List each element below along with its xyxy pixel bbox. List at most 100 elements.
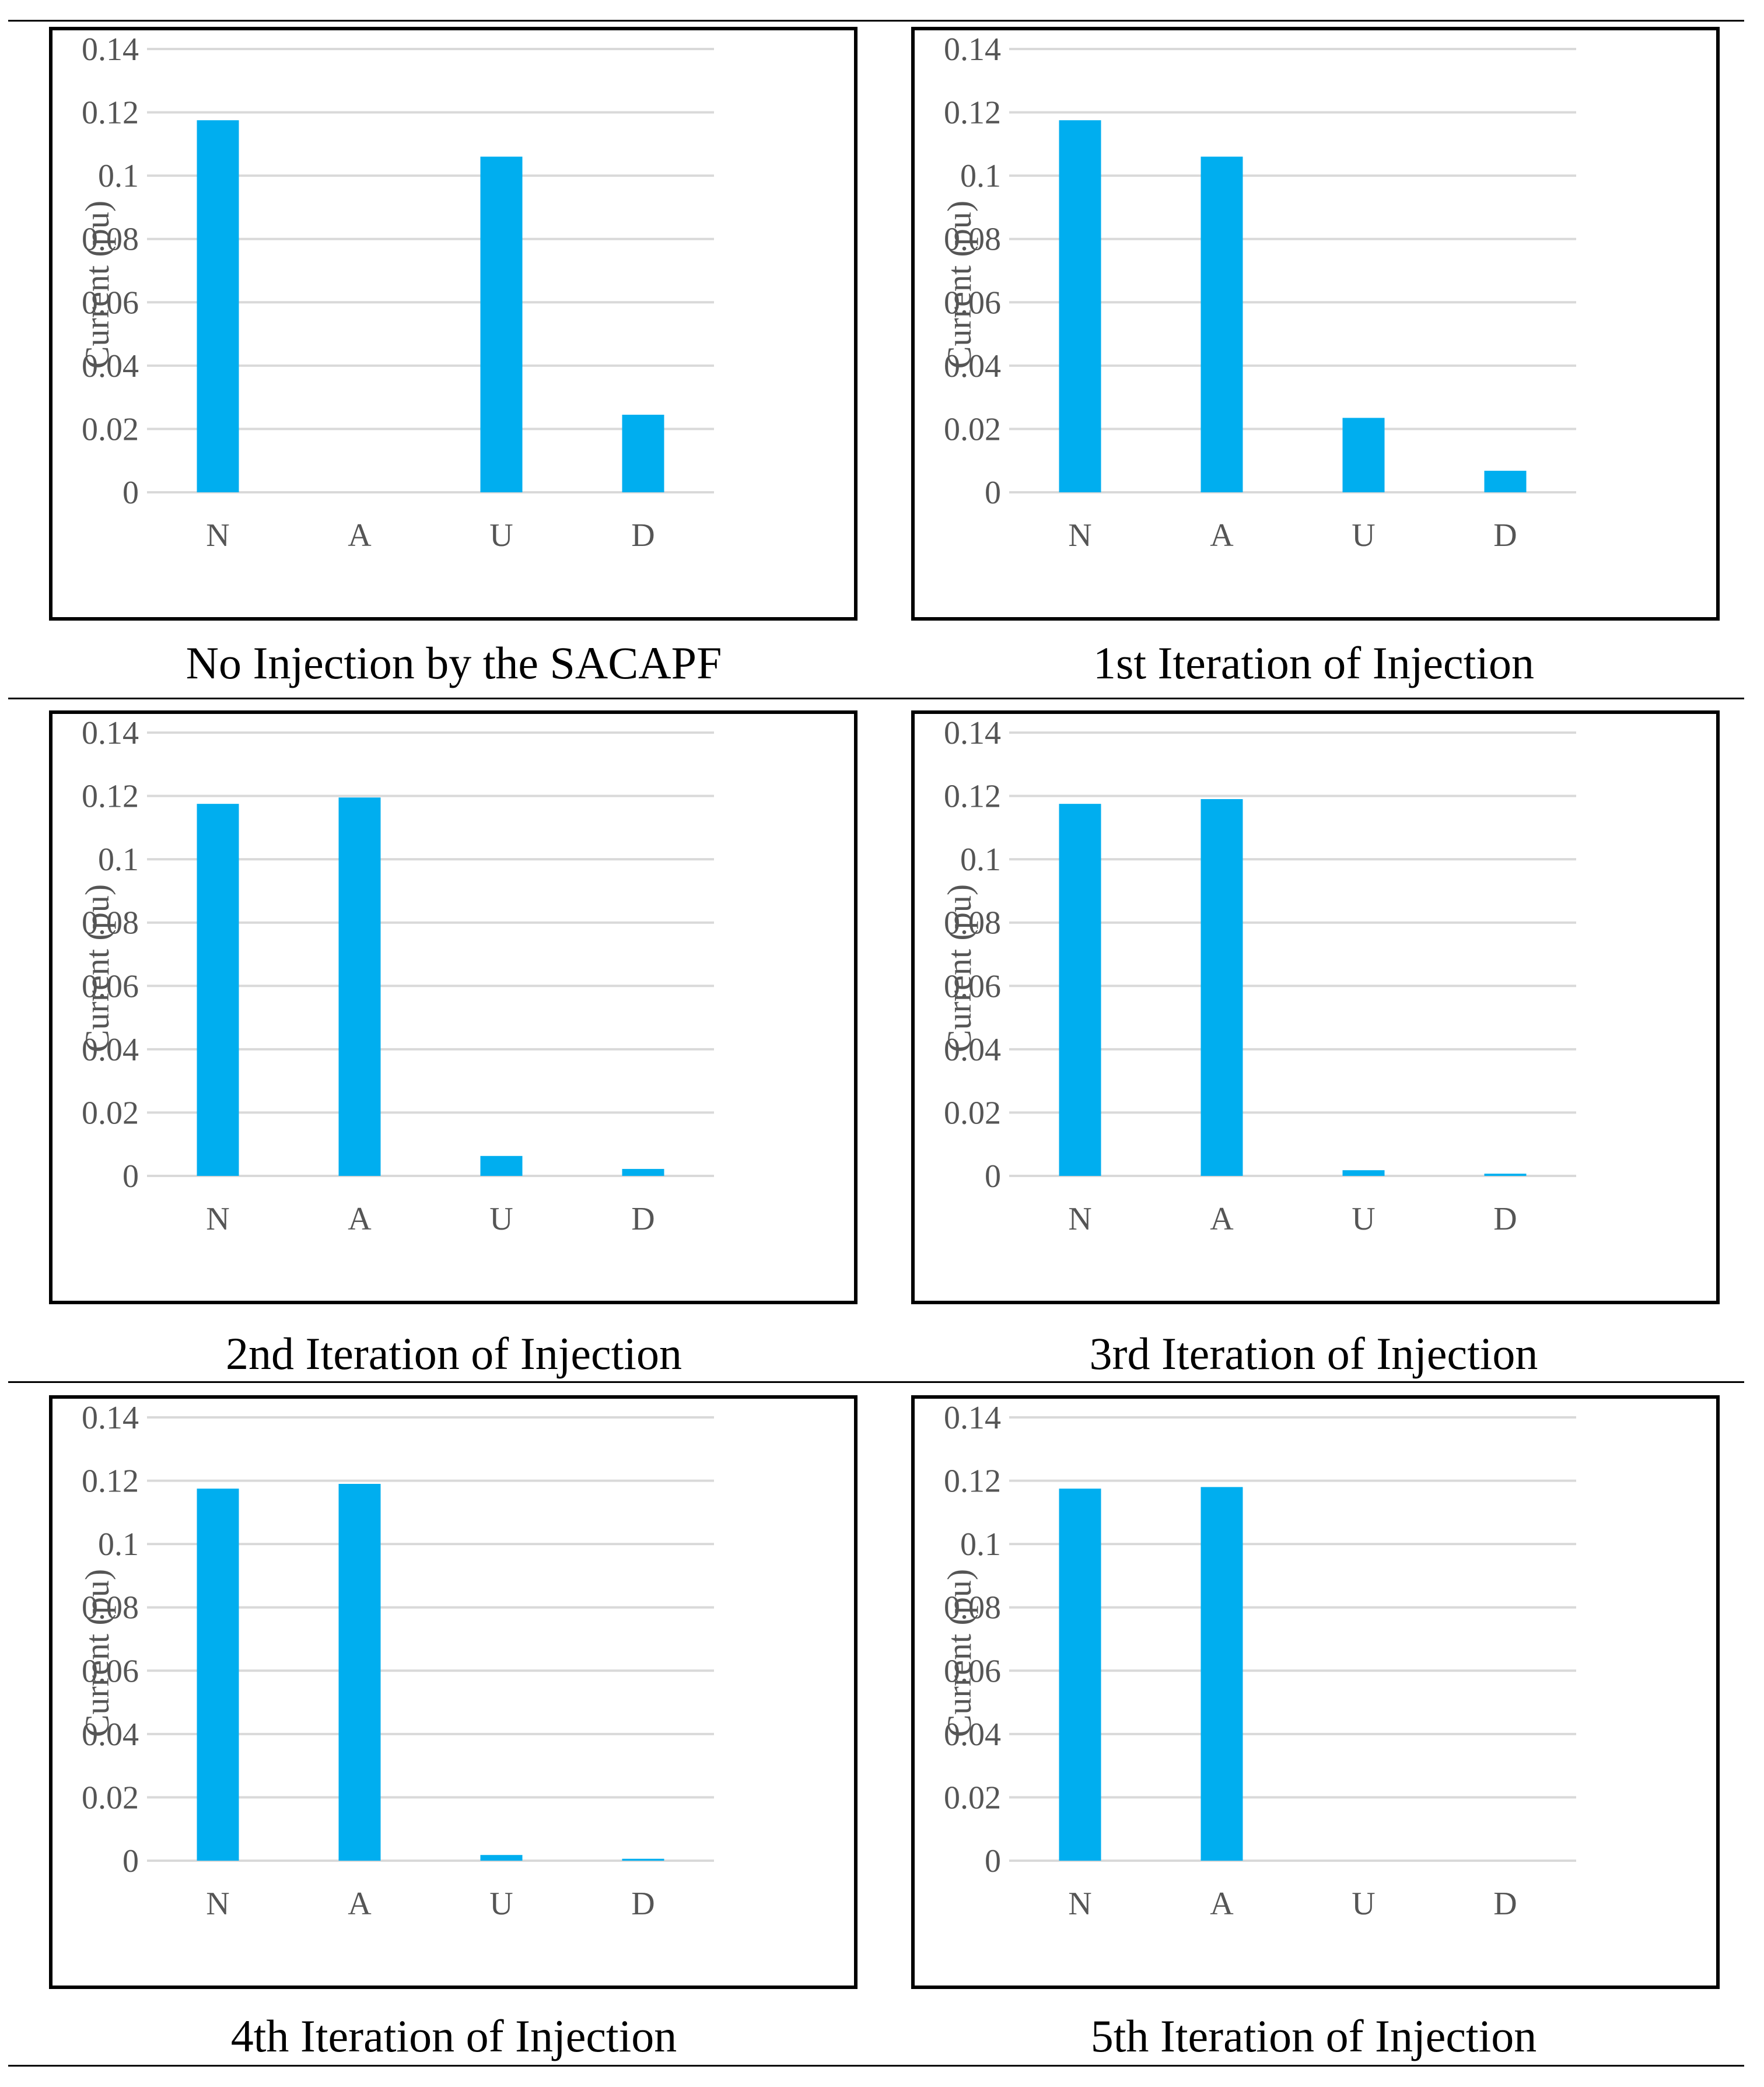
y-tick-label: 0.1 — [98, 158, 139, 194]
y-tick-label: 0.08 — [944, 905, 1001, 941]
y-tick-label: 0.14 — [82, 31, 139, 68]
bar-n — [1059, 120, 1101, 493]
y-axis-title: Current (pu) — [940, 884, 978, 1052]
y-tick-label: 0.04 — [944, 1032, 1001, 1068]
y-tick-label: 0.12 — [944, 779, 1001, 815]
y-tick-label: 0.14 — [82, 715, 139, 751]
bar-chart-iteration-1: 0 0.02 0.04 0.06 0.08 0.1 0.12 0.14 N A U D Current … — [940, 31, 1576, 554]
y-tick-label: 0.06 — [944, 968, 1001, 1004]
y-axis-title: Current (pu) — [940, 201, 978, 369]
x-tick-label: U — [1352, 1201, 1375, 1237]
y-axis-title: Current (pu) — [940, 1569, 978, 1737]
bar-n — [1059, 804, 1101, 1176]
bar-a — [1200, 1487, 1243, 1861]
caption-no-injection: No Injection by the SACAPF — [186, 638, 722, 688]
y-tick-label: 0.08 — [82, 222, 139, 258]
y-tick-label: 0.1 — [960, 158, 1001, 194]
y-tick-label: 0 — [985, 1843, 1001, 1879]
y-axis-title: Current (pu) — [78, 201, 116, 369]
x-tick-label: U — [489, 1201, 513, 1237]
y-tick-label: 0.06 — [944, 1653, 1001, 1689]
y-tick-label: 0.1 — [98, 1526, 139, 1563]
x-tick-label: A — [1210, 1886, 1234, 1922]
y-tick-label: 0.06 — [82, 285, 139, 321]
y-tick-label: 0.12 — [82, 779, 139, 815]
bar-chart-iteration-5: 0 0.02 0.04 0.06 0.08 0.1 0.12 0.14 N A U D Current … — [940, 1400, 1576, 1922]
y-tick-label: 0 — [985, 475, 1001, 511]
x-tick-label: N — [206, 517, 229, 554]
y-tick-label: 0.06 — [82, 1653, 139, 1689]
x-tick-label: A — [348, 517, 372, 554]
y-tick-label: 0.02 — [82, 1095, 139, 1131]
y-tick-label: 0.04 — [82, 1717, 139, 1753]
y-tick-label: 0 — [123, 1158, 139, 1195]
y-axis-title: Current (pu) — [78, 884, 116, 1052]
bar-n — [1059, 1489, 1101, 1861]
y-tick-label: 0.12 — [82, 95, 139, 131]
y-tick-label: 0.1 — [98, 842, 139, 878]
y-tick-label: 0.12 — [82, 1463, 139, 1500]
x-tick-label: N — [206, 1886, 229, 1922]
chart-panel-no-injection: 0 0.02 0.04 0.06 0.08 0.1 0.12 0.14 N A U D Current … — [49, 27, 858, 621]
y-tick-label: 0.12 — [944, 1463, 1001, 1500]
bar-d — [1484, 471, 1527, 492]
y-tick-label: 0.08 — [944, 222, 1001, 258]
x-tick-label: A — [1210, 1201, 1234, 1237]
y-tick-label: 0.02 — [944, 1095, 1001, 1131]
row-rule-1 — [8, 698, 1744, 699]
x-tick-label: D — [631, 1201, 654, 1237]
y-tick-label: 0.02 — [82, 411, 139, 447]
bar-a — [338, 797, 381, 1176]
x-tick-label: N — [1068, 1201, 1091, 1237]
bar-a — [1200, 156, 1243, 492]
bar-d — [622, 415, 664, 492]
y-tick-label: 0.04 — [944, 348, 1001, 384]
bar-chart-iteration-2: 0 0.02 0.04 0.06 0.08 0.1 0.12 0.14 N A U D Current … — [78, 715, 714, 1237]
x-tick-label: D — [1493, 1201, 1517, 1237]
caption-iteration-2: 2nd Iteration of Injection — [226, 1328, 682, 1379]
bar-u — [480, 1155, 523, 1176]
x-tick-label: D — [1493, 517, 1517, 554]
chart-panel-iteration-3: 0 0.02 0.04 0.06 0.08 0.1 0.12 0.14 N A U D Current … — [911, 710, 1720, 1304]
y-tick-label: 0.04 — [82, 348, 139, 384]
y-tick-label: 0 — [123, 1843, 139, 1879]
x-tick-label: U — [489, 1886, 513, 1922]
y-tick-label: 0.08 — [82, 905, 139, 941]
bar-u — [1342, 1170, 1385, 1176]
x-tick-label: U — [489, 517, 513, 554]
y-tick-label: 0.14 — [944, 1400, 1001, 1436]
bar-d — [1484, 1174, 1527, 1176]
x-tick-label: N — [1068, 517, 1091, 554]
y-tick-label: 0.14 — [944, 31, 1001, 68]
bar-chart-iteration-4: 0 0.02 0.04 0.06 0.08 0.1 0.12 0.14 N A U D Current … — [78, 1400, 714, 1922]
bar-n — [197, 120, 239, 493]
x-tick-label: A — [1210, 517, 1234, 554]
y-tick-label: 0.06 — [82, 968, 139, 1004]
x-tick-label: A — [348, 1886, 372, 1922]
y-tick-label: 0.04 — [944, 1717, 1001, 1753]
x-tick-label: D — [1493, 1886, 1517, 1922]
y-tick-label: 0.12 — [944, 95, 1001, 131]
caption-iteration-4: 4th Iteration of Injection — [230, 2011, 677, 2061]
chart-panel-iteration-2: 0 0.02 0.04 0.06 0.08 0.1 0.12 0.14 N A U D Current … — [49, 710, 858, 1304]
bar-a — [338, 1484, 381, 1861]
y-tick-label: 0.14 — [944, 715, 1001, 751]
x-tick-label: A — [348, 1201, 372, 1237]
y-tick-label: 0.06 — [944, 285, 1001, 321]
bar-d — [622, 1169, 664, 1176]
x-tick-label: D — [631, 1886, 654, 1922]
x-tick-label: U — [1352, 1886, 1375, 1922]
y-axis-title: Current (pu) — [78, 1569, 116, 1737]
chart-panel-iteration-5: 0 0.02 0.04 0.06 0.08 0.1 0.12 0.14 N A U D Current … — [911, 1395, 1720, 1989]
x-tick-label: D — [631, 517, 654, 554]
y-tick-label: 0.1 — [960, 1526, 1001, 1563]
y-tick-label: 0.08 — [82, 1590, 139, 1626]
bar-u — [480, 156, 523, 492]
bar-n — [197, 804, 239, 1176]
bar-chart-no-injection: 0 0.02 0.04 0.06 0.08 0.1 0.12 0.14 N A U D Current … — [78, 31, 714, 554]
y-tick-label: 0.02 — [944, 411, 1001, 447]
caption-iteration-5: 5th Iteration of Injection — [1090, 2011, 1537, 2061]
y-tick-label: 0 — [985, 1158, 1001, 1195]
chart-panel-iteration-4: 0 0.02 0.04 0.06 0.08 0.1 0.12 0.14 N A U D Current … — [49, 1395, 858, 1989]
y-tick-label: 0.04 — [82, 1032, 139, 1068]
